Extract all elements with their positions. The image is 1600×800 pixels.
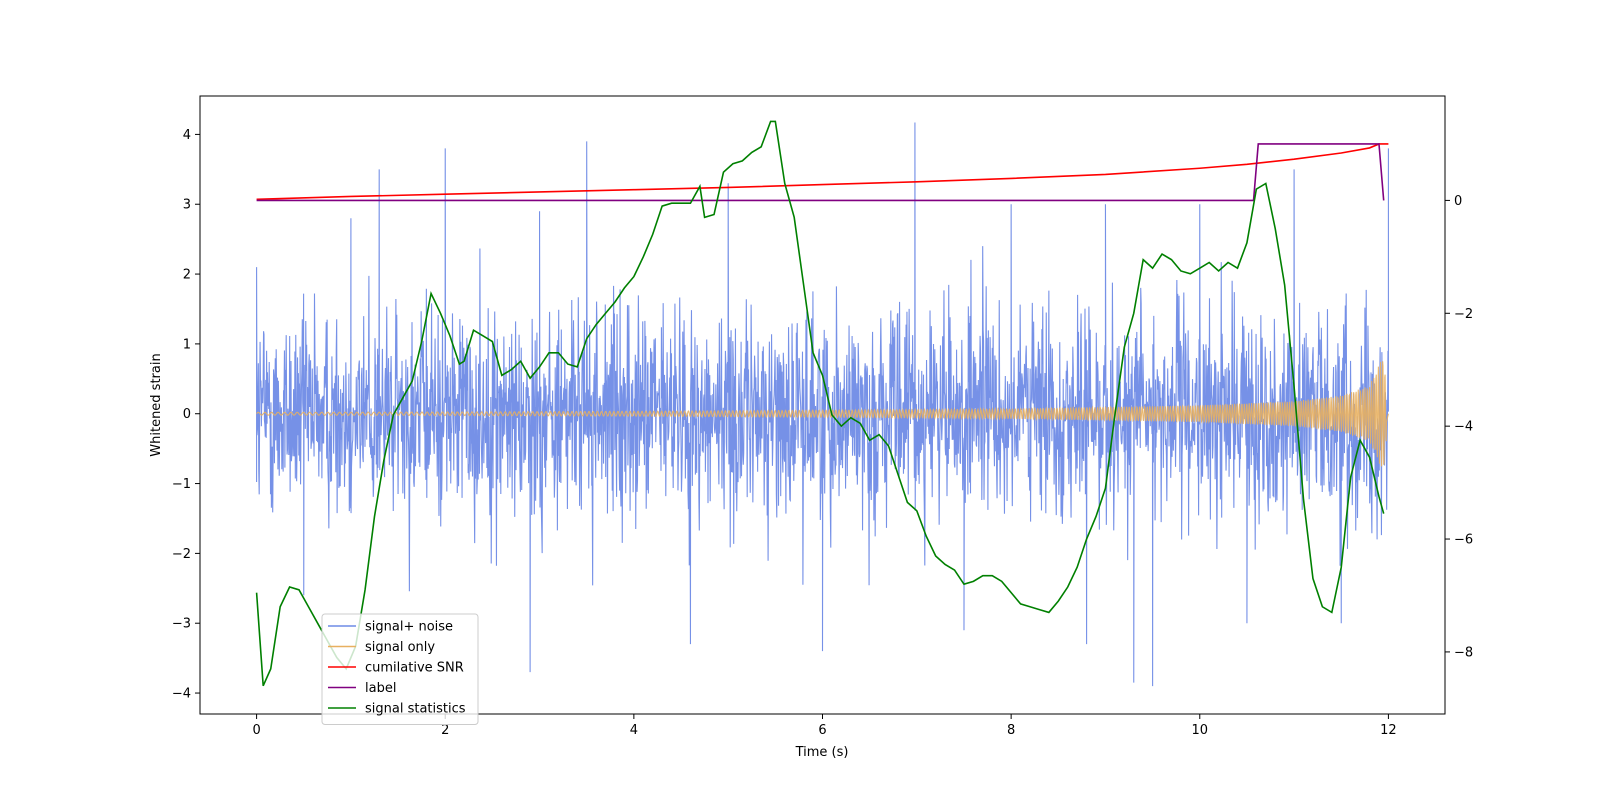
x-axis-label: Time (s) [795,745,849,760]
legend-entry-label: label [365,681,396,696]
x-tick-label: 12 [1380,723,1397,738]
x-tick-label: 10 [1191,723,1208,738]
y-tick-label: −4 [172,687,191,702]
y-axis-label: Whitened strain [149,353,164,456]
y-axis-right: −8 −6 −4 −2 0 [1445,194,1473,660]
legend-entry-label: cumilative SNR [365,661,464,676]
y2-tick-label: −8 [1454,645,1473,660]
x-tick-label: 0 [252,723,260,738]
legend-entry-label: signal statistics [365,702,466,717]
series-signal-statistics-line [255,120,1385,687]
y-tick-label: 1 [183,337,191,352]
x-tick-label: 4 [630,723,638,738]
legend-entry-label: signal+ noise [365,620,453,635]
y-tick-label: 0 [183,407,191,422]
series-cumulative-snr-line [256,143,1389,201]
legend: signal+ noise signal only cumilative SNR la… [321,613,479,725]
plot-area [255,120,1389,687]
y-tick-label: 3 [183,198,191,213]
y2-tick-label: −2 [1454,307,1473,322]
y-tick-label: 4 [183,128,191,143]
y2-tick-label: −4 [1454,420,1473,435]
y-tick-label: −3 [172,617,191,632]
series-signal-only-line [256,361,1389,467]
x-tick-label: 8 [1007,723,1015,738]
series-signal-noise-line [256,122,1389,687]
y-tick-label: 2 [183,268,191,283]
x-tick-label: 6 [818,723,826,738]
y-tick-label: −2 [172,547,191,562]
x-tick-label: 2 [441,723,449,738]
y2-tick-label: 0 [1454,194,1462,209]
y2-tick-label: −6 [1454,533,1473,548]
legend-box [321,613,479,725]
y-tick-label: −1 [172,477,191,492]
legend-entry-label: signal only [365,640,435,655]
y-axis-left: −4 −3 −2 −1 0 1 2 3 4 [172,128,200,702]
series-label-line [256,143,1385,202]
